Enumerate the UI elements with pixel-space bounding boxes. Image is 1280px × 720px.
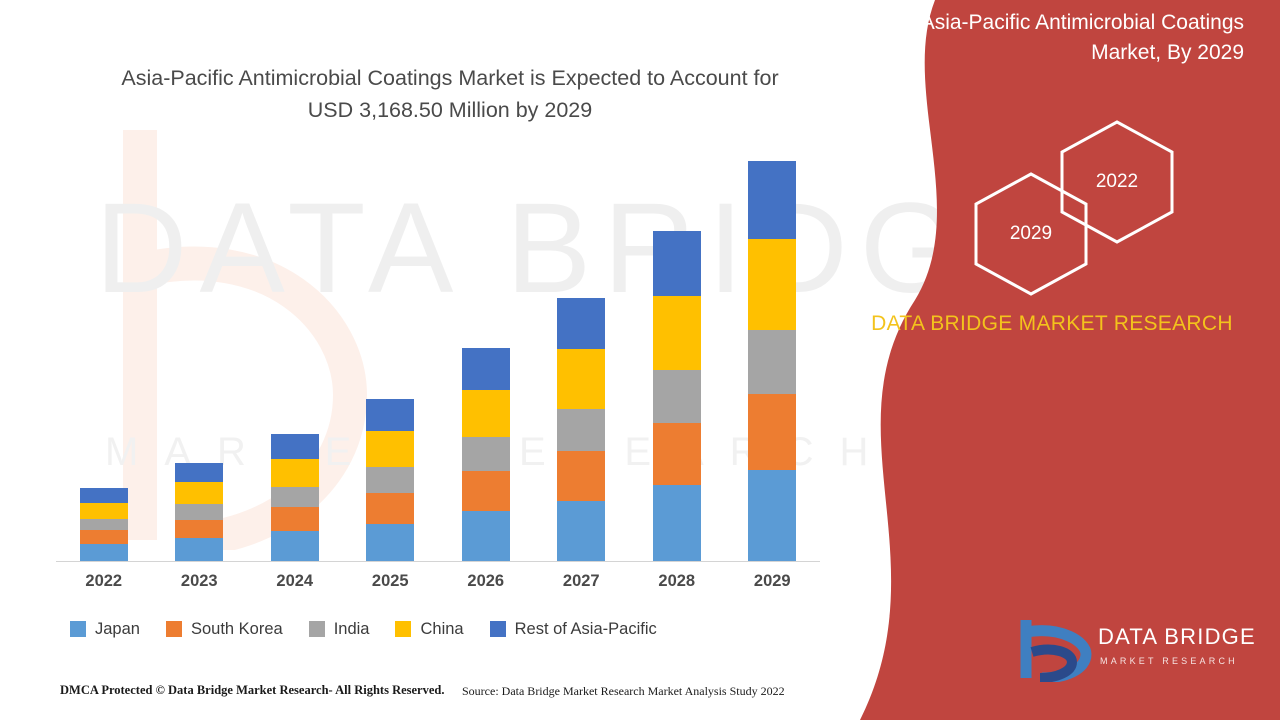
- bar-column-2028: [652, 231, 701, 561]
- bar-column-2022: [79, 488, 128, 561]
- bar-segment: [366, 467, 415, 493]
- bar-segment: [557, 408, 606, 451]
- chart-plot-area: [56, 150, 820, 562]
- bar-column-2023: [175, 463, 224, 561]
- bar-segment: [461, 511, 510, 561]
- x-axis-labels: 2022 2023 2024 2025 2026 2027 2028 2029: [56, 572, 820, 598]
- hexagon-badge-2029: 2029: [972, 170, 1090, 298]
- bar-column-2027: [557, 297, 606, 561]
- bar-segment: [270, 507, 319, 532]
- bar-segment: [557, 349, 606, 409]
- bar-segment: [366, 523, 415, 561]
- bar-segment: [366, 430, 415, 468]
- bar-segment: [79, 502, 128, 519]
- bar-column-2024: [270, 433, 319, 561]
- footer-copyright: DMCA Protected © Data Bridge Market Rese…: [60, 683, 445, 697]
- bar-segment: [652, 370, 701, 424]
- x-axis-label-2024: 2024: [276, 572, 314, 590]
- legend-item: South Korea: [165, 619, 283, 639]
- bar-segment: [175, 538, 224, 561]
- data-bridge-logo: DATA BRIDGE MARKET RESEARCH: [1016, 616, 1260, 688]
- bar-segment: [175, 519, 224, 539]
- x-axis-line: [56, 561, 820, 562]
- bar-segment: [366, 399, 415, 431]
- x-axis-label-2025: 2025: [371, 572, 409, 590]
- bar-segment: [461, 348, 510, 390]
- bar-column-2025: [366, 399, 415, 561]
- x-axis-label-2029: 2029: [753, 572, 791, 590]
- x-axis-label-2023: 2023: [180, 572, 218, 590]
- bar-segment: [79, 543, 128, 561]
- legend-swatch-icon: [308, 621, 325, 637]
- bar-column-2026: [461, 348, 510, 561]
- footer-source: Source: Data Bridge Market Research Mark…: [462, 684, 785, 698]
- bar-segment: [557, 450, 606, 501]
- bar-segment: [270, 458, 319, 488]
- bar-column-2029: [748, 160, 797, 561]
- bar-segment: [652, 231, 701, 296]
- hexagon-2029-label: 2029: [1009, 223, 1053, 244]
- legend-swatch-icon: [165, 621, 182, 637]
- legend-swatch-icon: [70, 621, 86, 637]
- legend-label: Japan: [95, 619, 140, 638]
- x-axis-label-2026: 2026: [467, 572, 505, 590]
- hexagon-badge-2022: 2022: [1058, 118, 1176, 246]
- hexagon-outline-icon: [1060, 120, 1174, 244]
- bar-segment: [557, 500, 606, 561]
- legend-item: China: [395, 619, 464, 639]
- bar-segment: [652, 423, 701, 486]
- legend-item: Rest of Asia-Pacific: [489, 619, 657, 639]
- bar-segment: [79, 518, 128, 531]
- bar-segment: [557, 297, 606, 350]
- page-title: Asia-Pacific Antimicrobial Coatings Mark…: [121, 66, 779, 122]
- legend-label: China: [420, 619, 464, 638]
- bar-segment: [270, 531, 319, 561]
- bar-segment: [748, 160, 797, 240]
- logo-text: DATA BRIDGE: [1098, 624, 1256, 649]
- brand-name: DATA BRIDGE MARKET RESEARCH: [871, 312, 1233, 335]
- legend-item: Japan: [70, 620, 140, 639]
- hexagon-2022-label: 2022: [1095, 171, 1139, 192]
- bar-segment: [175, 482, 224, 505]
- legend-item: India: [308, 619, 370, 639]
- x-axis-label-2027: 2027: [562, 572, 600, 590]
- bar-segment: [270, 433, 319, 459]
- bar-segment: [748, 239, 797, 331]
- bar-segment: [461, 470, 510, 512]
- bar-segment: [748, 469, 797, 561]
- legend-label: Rest of Asia-Pacific: [514, 619, 657, 638]
- chart-legend: Japan South Korea India China Rest of Asia-P…: [70, 616, 830, 642]
- legend-label: South Korea: [190, 619, 283, 638]
- legend-swatch-icon: [489, 621, 506, 637]
- logo-subtext: MARKET RESEARCH: [1100, 656, 1238, 666]
- bar-segment: [175, 463, 224, 483]
- hexagon-outline-icon: [974, 172, 1088, 296]
- panel-background-shape: [820, 0, 1280, 720]
- bar-segment: [652, 295, 701, 371]
- data-bridge-mark-icon: [1020, 620, 1092, 684]
- x-axis-label-2028: 2028: [658, 572, 696, 590]
- bar-segment: [652, 485, 701, 561]
- bar-segment: [79, 488, 128, 503]
- bar-segment: [461, 437, 510, 471]
- bar-segment: [175, 504, 224, 520]
- panel-title: Asia-Pacific Antimicrobial Coatings Mark…: [920, 11, 1244, 64]
- bar-segment: [366, 492, 415, 524]
- legend-label: India: [333, 619, 370, 638]
- bar-segment: [461, 389, 510, 438]
- right-side-panel: Asia-Pacific Antimicrobial Coatings Mark…: [820, 0, 1280, 720]
- bar-segment: [748, 330, 797, 395]
- bar-segment: [270, 487, 319, 508]
- x-axis-label-2022: 2022: [85, 572, 123, 590]
- bar-segment: [79, 530, 128, 544]
- legend-swatch-icon: [395, 621, 412, 637]
- bar-segment: [748, 394, 797, 470]
